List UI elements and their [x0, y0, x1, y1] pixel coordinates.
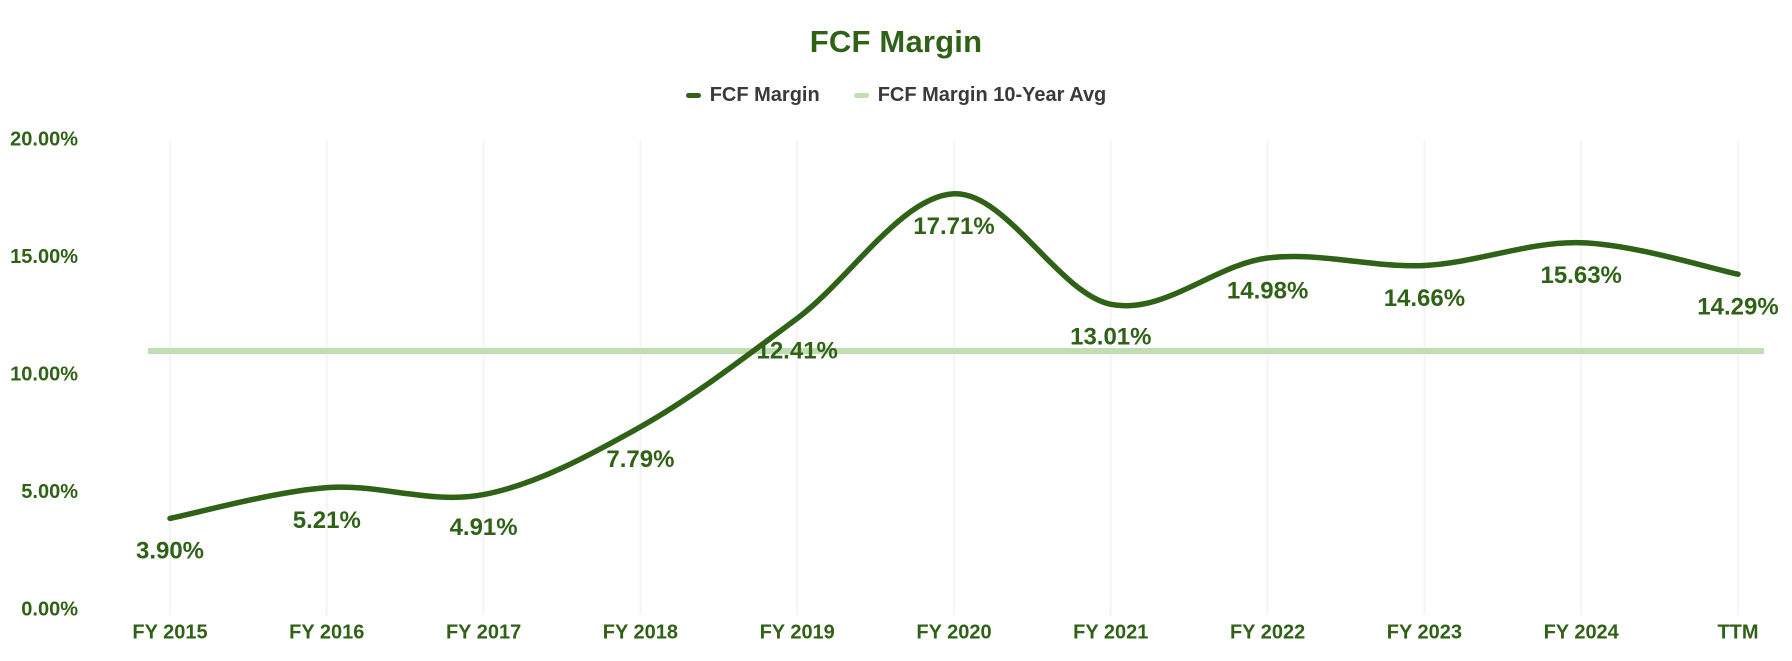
- y-axis-tick-label: 20.00%: [10, 128, 78, 150]
- data-point-label: 14.98%: [1227, 277, 1308, 304]
- chart-legend: FCF Margin FCF Margin 10-Year Avg: [0, 84, 1792, 107]
- chart-title: FCF Margin: [809, 24, 983, 59]
- x-axis-label: FY 2015: [132, 621, 207, 643]
- legend-item-fcf-margin[interactable]: FCF Margin: [685, 84, 820, 107]
- y-axis-tick-label: 10.00%: [10, 363, 78, 385]
- x-axis-label: TTM: [1717, 621, 1758, 643]
- y-axis-tick-label: 5.00%: [21, 481, 78, 503]
- data-point-label: 4.91%: [450, 514, 518, 541]
- x-axis-label: FY 2018: [603, 621, 678, 643]
- line-swatch-icon: [685, 93, 701, 98]
- x-axis-label: FY 2022: [1230, 621, 1305, 643]
- x-axis-label: FY 2020: [916, 621, 991, 643]
- data-point-label: 5.21%: [293, 507, 361, 534]
- x-axis-label: FY 2021: [1073, 621, 1148, 643]
- fcf-margin-line: [167, 191, 1741, 522]
- data-point-label: 13.01%: [1070, 324, 1151, 351]
- legend-label-fcf-margin: FCF Margin: [709, 84, 820, 106]
- data-point-label: 15.63%: [1540, 262, 1621, 289]
- data-point-label: 14.66%: [1384, 285, 1465, 312]
- legend-item-10-year-avg[interactable]: FCF Margin 10-Year Avg: [853, 84, 1107, 107]
- x-axis-label: FY 2023: [1387, 621, 1462, 643]
- data-point-label: 12.41%: [756, 338, 837, 365]
- data-point-label: 17.71%: [913, 213, 994, 240]
- x-axis-label: FY 2024: [1544, 621, 1620, 643]
- data-point-label: 3.90%: [136, 538, 204, 565]
- y-axis-tick-label: 0.00%: [21, 598, 78, 620]
- avg-line-swatch-icon: [853, 93, 869, 98]
- x-axis-label: FY 2019: [760, 621, 835, 643]
- data-point-label: 14.29%: [1697, 294, 1778, 321]
- x-axis-label: FY 2016: [289, 621, 364, 643]
- data-point-label: 7.79%: [606, 446, 674, 473]
- x-axis-label: FY 2017: [446, 621, 521, 643]
- legend-label-10-year-avg: FCF Margin 10-Year Avg: [877, 84, 1107, 106]
- y-axis-tick-label: 15.00%: [10, 246, 78, 268]
